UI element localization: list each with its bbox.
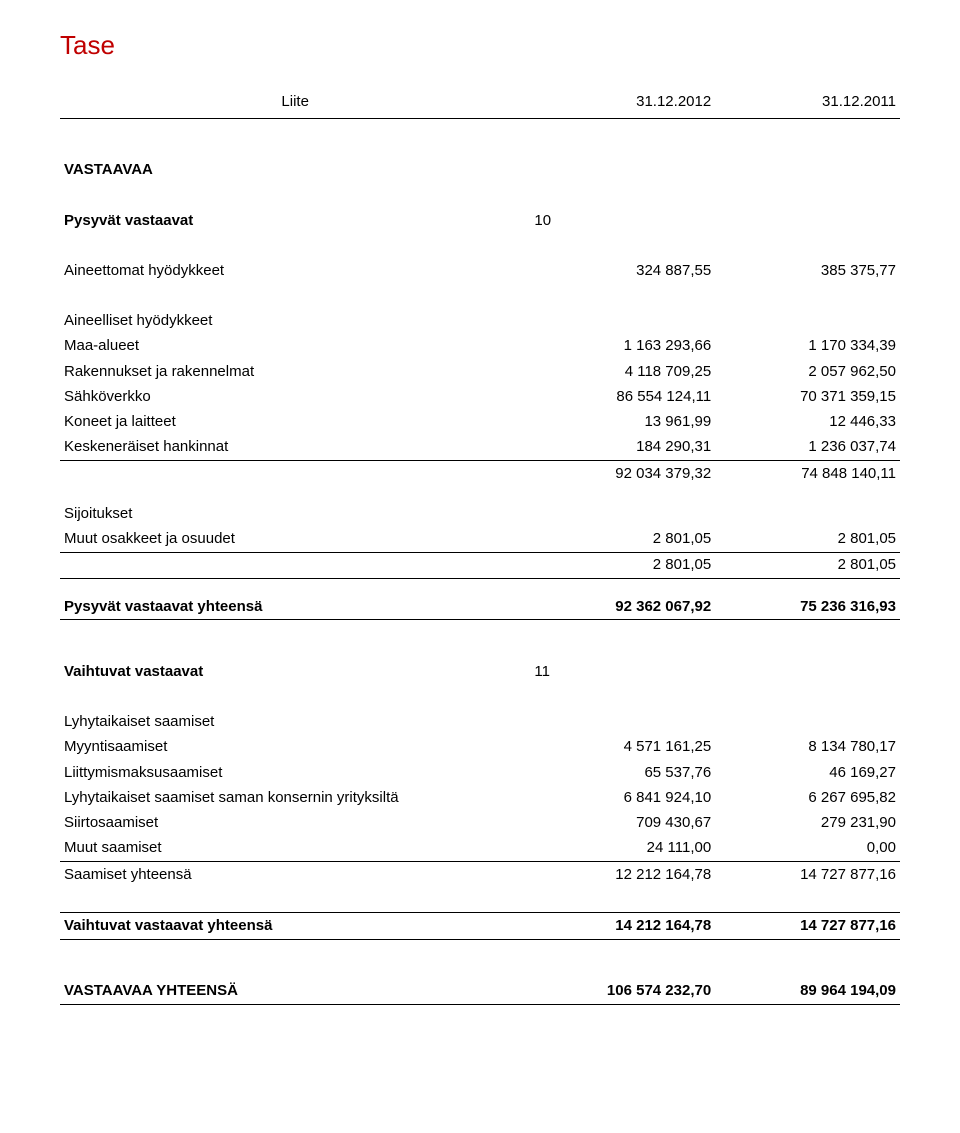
row-val-b: 46 169,27 [715, 760, 900, 785]
sijoitukset-sum-a: 2 801,05 [530, 552, 715, 578]
column-header-row: Liite 31.12.2012 31.12.2011 [60, 89, 900, 118]
pysyvat-total-a: 92 362 067,92 [530, 594, 715, 620]
table-row: Maa-alueet 1 163 293,66 1 170 334,39 [60, 334, 900, 359]
header-date-a: 31.12.2012 [530, 89, 715, 118]
vaihtuvat-total-label: Vaihtuvat vastaavat yhteensä [60, 913, 530, 939]
row-val-a: 2 801,05 [530, 527, 715, 553]
vaihtuvat-heading: Vaihtuvat vastaavat [60, 659, 530, 684]
vaihtuvat-note: 11 [530, 659, 715, 684]
page-title: Tase [60, 30, 900, 61]
row-val-b: 6 267 695,82 [715, 785, 900, 810]
pysyvat-total-row: Pysyvät vastaavat yhteensä 92 362 067,92… [60, 594, 900, 620]
row-label: Muut osakkeet ja osuudet [60, 527, 530, 553]
aineelliset-sum-b: 74 848 140,11 [715, 461, 900, 487]
row-val-a: 86 554 124,11 [530, 384, 715, 409]
row-label: Muut saamiset [60, 836, 530, 862]
pysyvat-heading: Pysyvät vastaavat [60, 208, 530, 233]
pysyvat-total-b: 75 236 316,93 [715, 594, 900, 620]
row-val-b: 70 371 359,15 [715, 384, 900, 409]
row-label: Koneet ja laitteet [60, 410, 530, 435]
pysyvat-total-label: Pysyvät vastaavat yhteensä [60, 594, 530, 620]
row-label: Siirtosaamiset [60, 811, 530, 836]
table-row: Liittymismaksusaamiset 65 537,76 46 169,… [60, 760, 900, 785]
header-liite: Liite [60, 89, 530, 118]
row-val-a: 24 111,00 [530, 836, 715, 862]
aineelliset-heading-row: Aineelliset hyödykkeet [60, 309, 900, 334]
balance-sheet-table: Liite 31.12.2012 31.12.2011 VASTAAVAA Py… [60, 89, 900, 1005]
pysyvat-note: 10 [530, 208, 715, 233]
vaihtuvat-total-a: 14 212 164,78 [530, 913, 715, 939]
vastaavaa-total-label: VASTAAVAA YHTEENSÄ [60, 979, 530, 1005]
row-val-a: 709 430,67 [530, 811, 715, 836]
row-label: Keskeneräiset hankinnat [60, 435, 530, 461]
row-val-b: 8 134 780,17 [715, 735, 900, 760]
saamiset-total-row: Saamiset yhteensä 12 212 164,78 14 727 8… [60, 862, 900, 888]
vastaavaa-heading-row: VASTAAVAA [60, 158, 900, 183]
row-val-b: 1 170 334,39 [715, 334, 900, 359]
aineelliset-label: Aineelliset hyödykkeet [60, 309, 530, 334]
row-val-a: 4 571 161,25 [530, 735, 715, 760]
table-row: Rakennukset ja rakennelmat 4 118 709,25 … [60, 359, 900, 384]
saamiset-total-a: 12 212 164,78 [530, 862, 715, 888]
table-row: Myyntisaamiset 4 571 161,25 8 134 780,17 [60, 735, 900, 760]
vaihtuvat-heading-row: Vaihtuvat vastaavat 11 [60, 659, 900, 684]
sijoitukset-label: Sijoitukset [60, 501, 530, 526]
row-label: Liittymismaksusaamiset [60, 760, 530, 785]
vaihtuvat-total-row: Vaihtuvat vastaavat yhteensä 14 212 164,… [60, 913, 900, 939]
row-val-b: 12 446,33 [715, 410, 900, 435]
sijoitukset-heading-row: Sijoitukset [60, 501, 900, 526]
table-row: Sähköverkko 86 554 124,11 70 371 359,15 [60, 384, 900, 409]
row-val-a: 4 118 709,25 [530, 359, 715, 384]
sijoitukset-sum-b: 2 801,05 [715, 552, 900, 578]
table-row: Koneet ja laitteet 13 961,99 12 446,33 [60, 410, 900, 435]
saamiset-total-label: Saamiset yhteensä [60, 862, 530, 888]
row-val-b: 279 231,90 [715, 811, 900, 836]
table-row: Lyhytaikaiset saamiset saman konsernin y… [60, 785, 900, 810]
row-val-b: 1 236 037,74 [715, 435, 900, 461]
table-row: Keskeneräiset hankinnat 184 290,31 1 236… [60, 435, 900, 461]
row-val-b: 0,00 [715, 836, 900, 862]
row-val-a: 65 537,76 [530, 760, 715, 785]
aineettomat-row: Aineettomat hyödykkeet 324 887,55 385 37… [60, 258, 900, 283]
aineelliset-sum-row: 92 034 379,32 74 848 140,11 [60, 461, 900, 487]
table-row: Muut osakkeet ja osuudet 2 801,05 2 801,… [60, 527, 900, 553]
lyhyt-label: Lyhytaikaiset saamiset [60, 710, 530, 735]
row-label: Lyhytaikaiset saamiset saman konsernin y… [60, 785, 530, 810]
row-val-b: 2 057 962,50 [715, 359, 900, 384]
header-date-b: 31.12.2011 [715, 89, 900, 118]
table-row: Muut saamiset 24 111,00 0,00 [60, 836, 900, 862]
lyhyt-heading-row: Lyhytaikaiset saamiset [60, 710, 900, 735]
aineettomat-a: 324 887,55 [530, 258, 715, 283]
vaihtuvat-total-b: 14 727 877,16 [715, 913, 900, 939]
row-val-b: 2 801,05 [715, 527, 900, 553]
aineettomat-label: Aineettomat hyödykkeet [60, 258, 530, 283]
row-val-a: 1 163 293,66 [530, 334, 715, 359]
table-row: Siirtosaamiset 709 430,67 279 231,90 [60, 811, 900, 836]
vastaavaa-heading: VASTAAVAA [60, 158, 530, 183]
row-val-a: 6 841 924,10 [530, 785, 715, 810]
sijoitukset-sum-row: 2 801,05 2 801,05 [60, 552, 900, 578]
vastaavaa-total-a: 106 574 232,70 [530, 979, 715, 1005]
row-label: Maa-alueet [60, 334, 530, 359]
aineettomat-b: 385 375,77 [715, 258, 900, 283]
row-val-a: 184 290,31 [530, 435, 715, 461]
saamiset-total-b: 14 727 877,16 [715, 862, 900, 888]
vastaavaa-total-row: VASTAAVAA YHTEENSÄ 106 574 232,70 89 964… [60, 979, 900, 1005]
row-label: Myyntisaamiset [60, 735, 530, 760]
row-val-a: 13 961,99 [530, 410, 715, 435]
aineelliset-sum-a: 92 034 379,32 [530, 461, 715, 487]
vastaavaa-total-b: 89 964 194,09 [715, 979, 900, 1005]
pysyvat-heading-row: Pysyvät vastaavat 10 [60, 208, 900, 233]
row-label: Sähköverkko [60, 384, 530, 409]
row-label: Rakennukset ja rakennelmat [60, 359, 530, 384]
